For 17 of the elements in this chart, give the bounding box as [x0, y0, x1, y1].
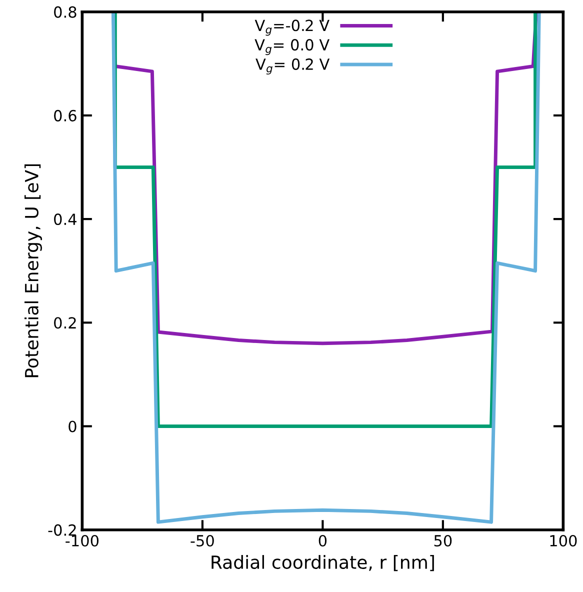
x-tick-label: 0	[318, 534, 327, 547]
legend-label: V$_{g}$= 0.0 V	[254, 39, 330, 56]
y-tick-label: 0.4	[54, 214, 76, 226]
legend-label: V$_{g}$= 0.2 V	[256, 58, 330, 74]
x-tick-label: 100	[550, 534, 577, 547]
y-tick-label: 0	[68, 420, 76, 432]
x-axis-title: Radial coordinate, r [nm]	[212, 555, 434, 572]
legend-label: V$_{g}$=-0.2 V	[254, 20, 330, 36]
x-tick-label: -100	[66, 534, 99, 547]
y-tick-label: 0.6	[54, 110, 76, 122]
y-tick-label: -0.2	[48, 524, 76, 536]
y-tick-label: 0.8	[54, 6, 76, 18]
line-series	[111, 12, 541, 524]
x-tick-label: 50	[434, 534, 452, 547]
x-tick-label: -50	[190, 534, 214, 547]
y-tick-label: 0.2	[54, 317, 76, 329]
y-axis-title: Potential Energy, U [eV]	[24, 164, 42, 378]
